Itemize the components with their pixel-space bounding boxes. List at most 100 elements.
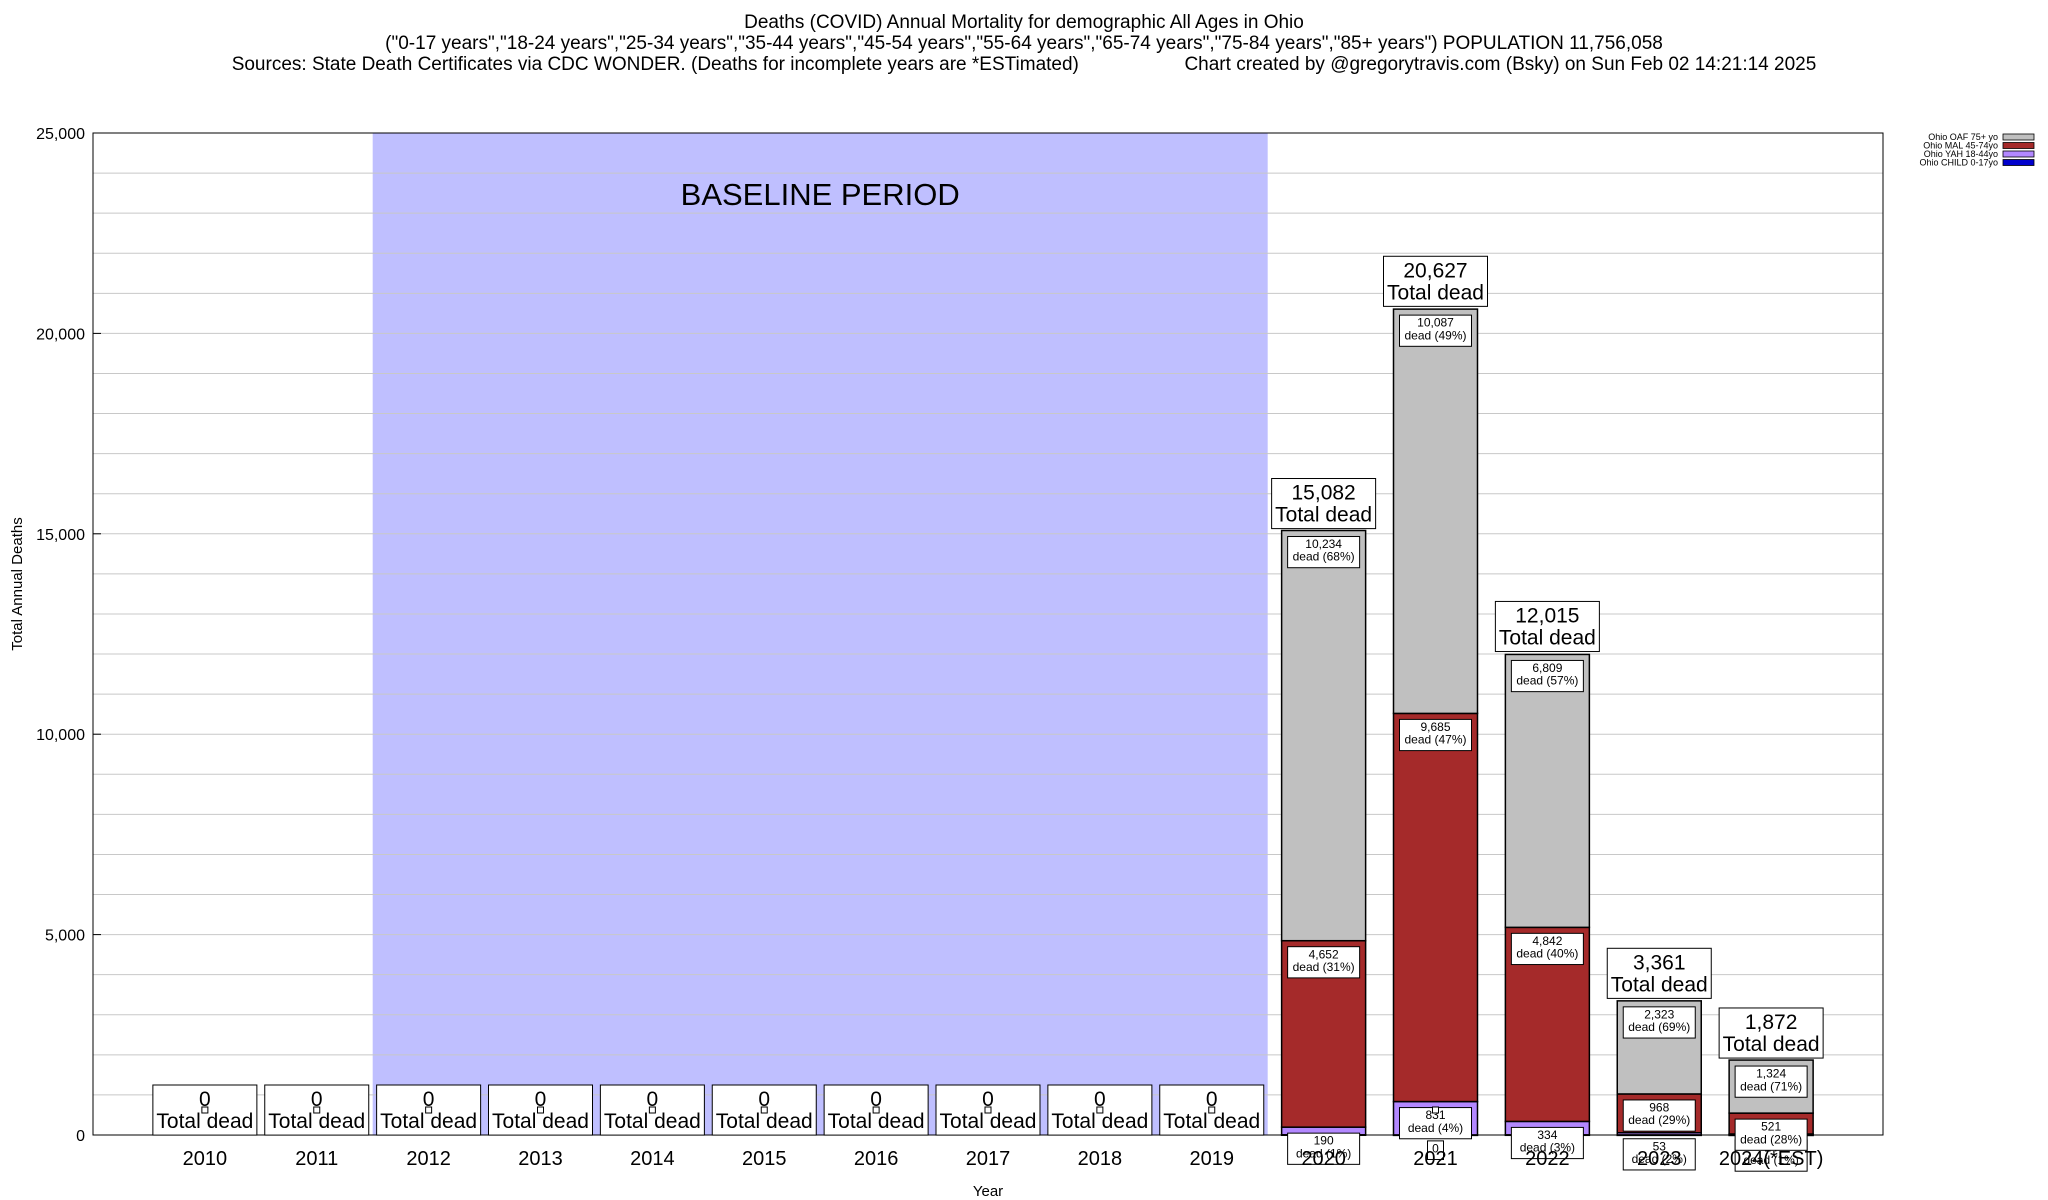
segment-label: 10,234	[1305, 537, 1342, 551]
segment-label: dead (57%)	[1516, 674, 1578, 688]
y-tick-label: 15,000	[36, 527, 85, 544]
segment-label: 1,324	[1756, 1067, 1786, 1081]
y-tick-label: 0	[76, 1128, 85, 1145]
legend-label: Ohio YAH 18-44yo	[1924, 149, 1998, 159]
segment-label-box	[1734, 1118, 1808, 1151]
chart-credit: Chart created by @gregorytravis.com (Bsk…	[1184, 54, 1817, 75]
segment-label: dead (1%)	[1296, 1146, 1351, 1160]
x-tick-label: 2023	[1637, 1148, 1682, 1170]
x-tick-label: 2019	[1190, 1148, 1235, 1170]
total-label: 0	[870, 1088, 882, 1111]
y-tick-label: 10,000	[36, 727, 85, 744]
total-label: Total dead	[940, 1110, 1037, 1133]
x-tick-label: 2012	[406, 1148, 451, 1170]
segment-label: 968	[1649, 1101, 1669, 1115]
segment-label: dead (68%)	[1293, 550, 1355, 564]
zero-marker	[872, 1106, 880, 1114]
segment-label: 334	[1537, 1128, 1557, 1142]
zero-marker	[648, 1106, 656, 1114]
segment-label: dead (71%)	[1740, 1079, 1802, 1093]
y-axis-title: Total Annual Deaths	[9, 517, 26, 650]
segment-label: dead (69%)	[1628, 1020, 1690, 1034]
total-label: Total dead	[268, 1110, 365, 1133]
total-label: Total dead	[604, 1110, 701, 1133]
segment-label-box	[1622, 1006, 1696, 1039]
legend-swatch	[2002, 150, 2035, 158]
segment-label-box	[1622, 1099, 1696, 1132]
zero-marker	[201, 1106, 209, 1114]
total-label: Total dead	[1723, 1033, 1820, 1056]
segment-label-box	[1510, 932, 1584, 966]
segment-label: dead (31%)	[1293, 960, 1355, 974]
zero-marker	[537, 1106, 544, 1114]
segment-label: 2,323	[1644, 1007, 1674, 1021]
x-axis-title: Year	[973, 1183, 1003, 1200]
bar-segment	[1392, 712, 1479, 1103]
total-label: Total dead	[1611, 973, 1708, 996]
total-label: 0	[311, 1088, 323, 1111]
total-label: Total dead	[1387, 281, 1484, 304]
total-label: 0	[535, 1088, 547, 1111]
total-label: 3,361	[1633, 951, 1686, 974]
total-label: Total dead	[1163, 1110, 1260, 1133]
total-label-box	[823, 1084, 929, 1136]
total-label: Total dead	[1051, 1110, 1148, 1133]
segment-label: 9,685	[1420, 720, 1450, 734]
total-label: 15,082	[1292, 482, 1356, 505]
y-tick-label: 20,000	[36, 326, 85, 343]
chart-title: Deaths (COVID) Annual Mortality for demo…	[744, 12, 1304, 33]
chart-subtitle: ("0-17 years","18-24 years","25-34 years…	[385, 33, 1663, 54]
x-tick-label: 2017	[966, 1148, 1011, 1170]
segment-label: dead (1%)	[1743, 1153, 1798, 1167]
bar-segment	[1280, 529, 1367, 942]
segment-label: 0	[1432, 1141, 1439, 1155]
x-tick-label: 2013	[518, 1148, 563, 1170]
total-label: Total dead	[492, 1110, 589, 1133]
total-label: 0	[199, 1088, 211, 1111]
total-label: Total dead	[380, 1110, 477, 1133]
total-label: Total dead	[1275, 504, 1372, 527]
legend-label: Ohio MAL 45-74yo	[1923, 141, 1998, 151]
x-tick-label: 2022	[1525, 1148, 1570, 1170]
legend-label: Ohio CHILD 0-17yo	[1919, 158, 1998, 168]
segment-label: dead (29%)	[1628, 1113, 1690, 1127]
segment-label: 4,842	[1532, 934, 1562, 948]
segment-label-box	[1287, 946, 1361, 979]
zero-marker	[1208, 1106, 1216, 1114]
segment-label: 10,087	[1417, 316, 1454, 330]
total-label: 12,015	[1515, 604, 1579, 627]
total-label: 0	[758, 1088, 770, 1111]
total-label-box	[1271, 478, 1377, 530]
segment-label-box	[1287, 536, 1361, 569]
legend-swatch	[2002, 133, 2035, 141]
segment-label: dead (3%)	[1520, 1141, 1575, 1155]
segment-label: 4,652	[1309, 947, 1339, 961]
x-tick-label: 2021	[1413, 1148, 1458, 1170]
legend-swatch	[2002, 159, 2035, 166]
segment-label-box	[1510, 1126, 1584, 1160]
y-tick-label: 25,000	[36, 126, 85, 143]
zero-marker	[984, 1106, 992, 1114]
x-tick-label: 2020	[1301, 1148, 1346, 1170]
baseline-label: BASELINE PERIOD	[681, 177, 960, 212]
x-tick-label: 2018	[1078, 1148, 1123, 1170]
total-label-box	[376, 1084, 482, 1136]
segment-label-box	[1510, 659, 1584, 693]
total-label: Total dead	[156, 1110, 253, 1133]
x-tick-label: 2015	[742, 1148, 787, 1170]
chart-sources-line: Sources: State Death Certificates via CD…	[0, 54, 2048, 75]
total-label: 0	[982, 1088, 994, 1111]
zero-marker	[760, 1106, 768, 1114]
segment-label: 53	[1653, 1139, 1667, 1153]
legend-label: Ohio OAF 75+ yo	[1928, 132, 1998, 142]
legend-swatch	[2002, 142, 2035, 149]
zero-marker	[1096, 1106, 1104, 1114]
segment-label-box	[1427, 1140, 1444, 1160]
y-tick-label: 5,000	[45, 928, 85, 945]
segment-label-box	[1287, 1132, 1361, 1165]
chart-header: Deaths (COVID) Annual Mortality for demo…	[0, 12, 2048, 75]
zero-marker	[425, 1106, 433, 1114]
total-label-box	[264, 1084, 370, 1136]
total-label: Total dead	[716, 1110, 813, 1133]
total-label-box	[1606, 947, 1712, 999]
